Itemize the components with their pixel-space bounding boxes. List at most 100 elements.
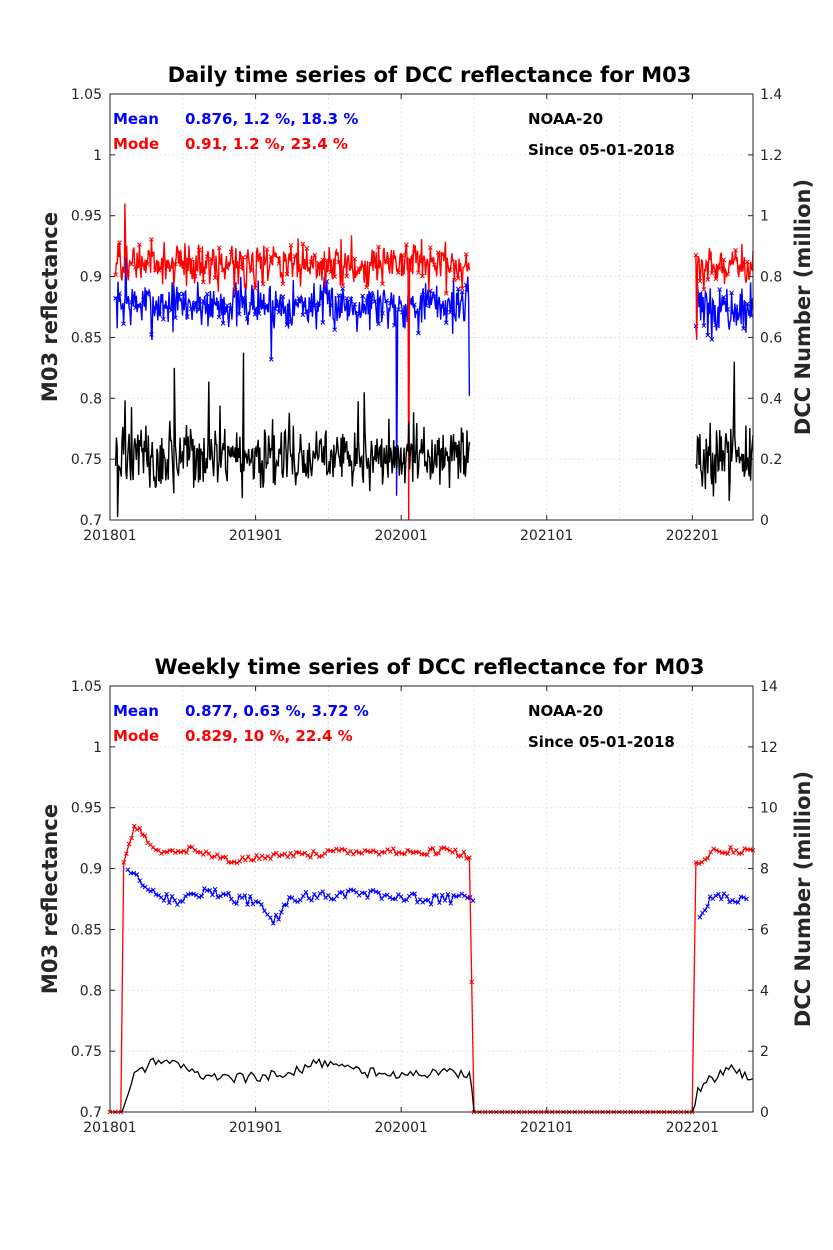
data-point	[276, 309, 282, 315]
data-point	[741, 263, 746, 268]
data-point	[298, 897, 303, 903]
data-point	[300, 312, 306, 318]
data-point	[741, 326, 746, 331]
data-point	[333, 846, 339, 852]
data-point	[296, 295, 302, 301]
y-tick-label: 0.75	[71, 452, 102, 468]
data-point	[276, 853, 282, 859]
data-point	[169, 307, 174, 313]
data-point	[139, 832, 145, 838]
data-point	[737, 312, 742, 317]
data-point	[733, 247, 738, 253]
data-point	[463, 282, 469, 288]
data-point	[729, 290, 734, 296]
data-point	[141, 262, 146, 268]
data-point	[153, 305, 158, 311]
data-point	[428, 245, 433, 250]
data-point	[153, 267, 158, 273]
data-point	[365, 895, 370, 901]
data-point	[176, 291, 182, 297]
data-point	[256, 253, 262, 258]
data-point	[735, 900, 741, 905]
data-point	[244, 316, 250, 322]
data-point	[212, 275, 218, 281]
data-point	[157, 312, 162, 317]
data-point	[317, 891, 323, 896]
annotation-satellite: NOAA-20	[528, 702, 603, 720]
data-point	[431, 262, 437, 268]
data-point	[248, 301, 254, 307]
data-point	[284, 902, 289, 908]
data-point	[412, 302, 417, 307]
data-point	[455, 275, 461, 281]
data-point	[396, 270, 401, 275]
data-point	[697, 291, 703, 297]
data-point	[718, 896, 724, 902]
data-point	[202, 886, 207, 891]
data-point	[470, 898, 476, 904]
data-point	[291, 853, 296, 859]
data-point	[725, 271, 730, 277]
data-point	[247, 893, 253, 899]
annotation-mean-values: 0.876, 1.2 %, 18.3 %	[185, 110, 358, 128]
data-point	[172, 315, 178, 321]
data-point	[228, 306, 234, 312]
data-point	[199, 893, 205, 899]
data-point	[161, 898, 167, 903]
data-point	[259, 902, 264, 907]
data-point	[309, 898, 314, 903]
data-point	[270, 920, 276, 926]
data-point	[262, 908, 267, 914]
data-point	[702, 857, 708, 862]
data-point	[416, 849, 422, 855]
data-point	[431, 294, 437, 299]
x-tick-label: 202101	[520, 528, 573, 544]
data-point	[324, 257, 330, 263]
data-point	[428, 901, 434, 907]
data-point	[256, 899, 261, 905]
data-point	[196, 307, 202, 312]
data-point	[248, 268, 254, 273]
data-point	[237, 893, 242, 899]
data-point	[200, 298, 206, 304]
data-point	[164, 891, 169, 897]
data-point	[191, 891, 196, 897]
data-point	[696, 861, 702, 866]
data-point	[208, 313, 214, 318]
data-point	[745, 259, 750, 265]
plot-frame	[109, 685, 754, 1113]
data-point	[345, 888, 351, 894]
data-point	[376, 890, 382, 895]
y2-tick-label: 14	[760, 679, 778, 695]
data-point	[435, 300, 441, 306]
data-point	[172, 850, 178, 855]
data-point	[252, 312, 258, 317]
y-axis-label: M03 reflectance	[38, 212, 62, 402]
data-point	[461, 849, 467, 855]
y-tick-label: 1	[93, 740, 102, 756]
data-point	[693, 252, 699, 258]
data-point	[264, 246, 270, 252]
data-point	[368, 849, 373, 855]
data-point	[439, 892, 445, 898]
data-point	[697, 278, 703, 284]
data-point	[725, 851, 731, 857]
y2-tick-label: 0.4	[760, 391, 782, 407]
data-point	[251, 857, 257, 863]
data-point	[196, 247, 202, 253]
annotation-mode-values: 0.91, 1.2 %, 23.4 %	[185, 135, 348, 153]
data-point	[344, 295, 350, 301]
data-point	[705, 332, 711, 338]
data-point	[737, 264, 742, 270]
data-point	[458, 853, 464, 859]
data-point	[125, 298, 130, 304]
data-point	[420, 292, 425, 298]
data-point	[425, 897, 431, 903]
data-point	[178, 849, 184, 855]
y-tick-label: 0.9	[80, 862, 102, 878]
chart-panel-1: 201801 201901 202001 202101 202201 0.7 0.75 0.8…	[38, 63, 815, 544]
data-point	[716, 891, 721, 897]
data-point	[385, 847, 390, 852]
data-point	[344, 273, 350, 279]
